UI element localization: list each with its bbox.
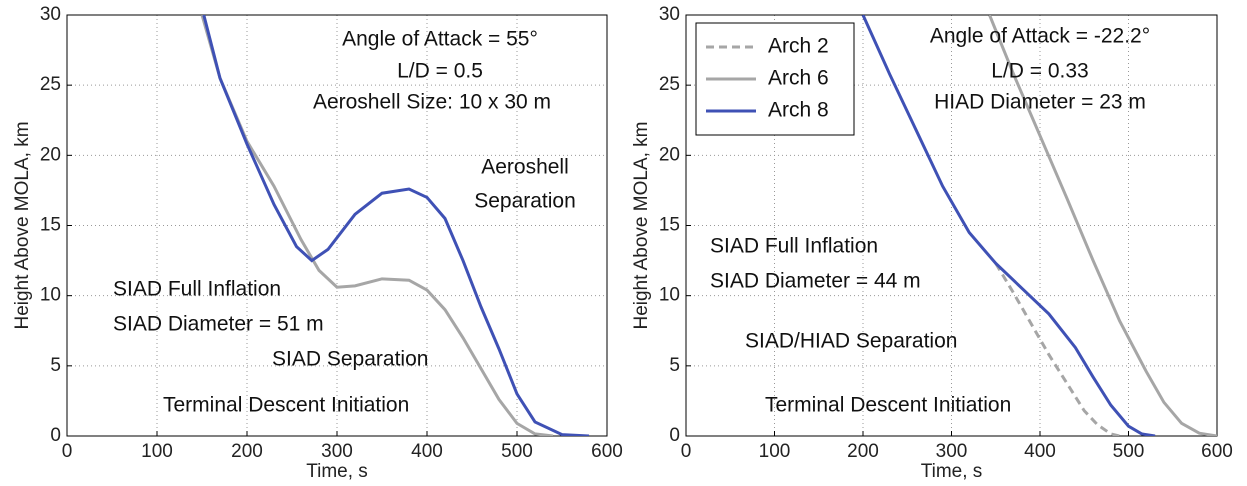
annotation: Separation [474, 190, 576, 213]
y-tick-label: 10 [40, 285, 61, 306]
series-line [994, 262, 1120, 436]
series-line [202, 15, 590, 436]
y-tick-label: 30 [40, 4, 61, 25]
annotation: SIAD Diameter = 44 m [710, 270, 921, 293]
x-tick-label: 500 [501, 441, 533, 462]
x-axis-label: Time, s [921, 461, 983, 482]
annotation: Angle of Attack = -22.2° [930, 25, 1150, 48]
legend-label: Arch 2 [768, 35, 829, 58]
annotation: SIAD Diameter = 51 m [113, 313, 324, 336]
y-tick-label: 15 [659, 215, 680, 236]
x-tick-label: 100 [759, 441, 791, 462]
series-line [861, 15, 1156, 436]
x-tick-label: 0 [62, 441, 73, 462]
y-tick-label: 5 [50, 355, 61, 376]
x-tick-label: 200 [847, 441, 879, 462]
annotation: L/D = 0.33 [991, 60, 1088, 83]
y-tick-label: 0 [50, 425, 61, 446]
y-tick-label: 15 [40, 215, 61, 236]
annotation: Terminal Descent Initiation [765, 394, 1011, 417]
annotation: SIAD Full Inflation [113, 278, 281, 301]
y-tick-label: 30 [659, 4, 680, 25]
y-tick-label: 5 [669, 355, 680, 376]
x-tick-label: 100 [141, 441, 173, 462]
annotation: Angle of Attack = 55° [342, 28, 538, 51]
x-tick-label: 400 [411, 441, 443, 462]
y-axis-label: Height Above MOLA, km [631, 121, 652, 329]
legend-label: Arch 8 [768, 99, 829, 122]
annotation: Aeroshell Size: 10 x 30 m [313, 91, 551, 114]
x-tick-label: 600 [591, 441, 623, 462]
x-tick-label: 300 [936, 441, 968, 462]
plot-frame [66, 14, 608, 437]
annotation: Terminal Descent Initiation [163, 394, 409, 417]
legend-label: Arch 6 [768, 67, 829, 90]
x-tick-label: 500 [1113, 441, 1145, 462]
x-axis-label: Time, s [306, 461, 368, 482]
x-tick-label: 400 [1024, 441, 1056, 462]
annotation: SIAD Full Inflation [710, 235, 878, 258]
x-tick-label: 300 [321, 441, 353, 462]
x-tick-label: 0 [681, 441, 692, 462]
annotation: L/D = 0.5 [397, 60, 483, 83]
x-tick-label: 600 [1201, 441, 1233, 462]
y-tick-label: 25 [659, 74, 680, 95]
y-tick-label: 20 [40, 144, 61, 165]
y-tick-label: 25 [40, 74, 61, 95]
y-tick-label: 0 [669, 425, 680, 446]
y-axis-label: Height Above MOLA, km [12, 121, 33, 329]
y-tick-label: 20 [659, 144, 680, 165]
annotation: Aeroshell [481, 156, 569, 179]
y-tick-label: 10 [659, 285, 680, 306]
series-line [988, 15, 1217, 436]
series-line [200, 15, 554, 436]
annotation: HIAD Diameter = 23 m [934, 91, 1146, 114]
x-tick-label: 200 [231, 441, 263, 462]
annotation: SIAD/HIAD Separation [745, 330, 957, 353]
plot-frame [685, 14, 1218, 437]
annotation: SIAD Separation [272, 348, 428, 371]
